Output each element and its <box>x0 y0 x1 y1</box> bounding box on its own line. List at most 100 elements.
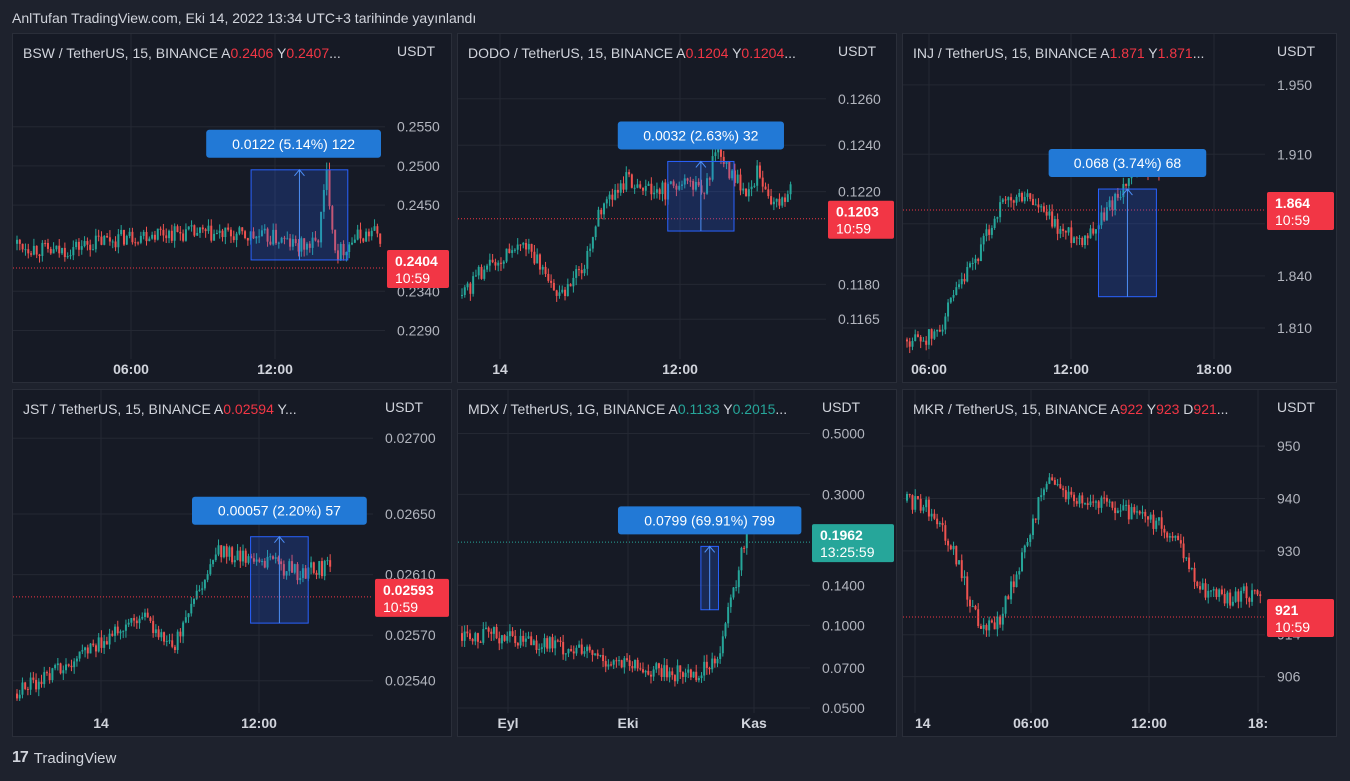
candle-body <box>1045 483 1048 490</box>
candle-body <box>143 612 146 617</box>
x-tick-label: 18: <box>1248 715 1268 731</box>
candle-body <box>525 242 528 250</box>
candle-body <box>328 169 331 207</box>
candle-body <box>692 671 695 678</box>
candle-body <box>781 197 784 206</box>
candle-body <box>282 564 285 576</box>
chart-title[interactable]: MDX / TetherUS, 1G, BINANCE A0.1133 Y0.2… <box>468 401 787 417</box>
candle-body <box>221 230 224 238</box>
candle-body <box>753 185 756 187</box>
chart-title[interactable]: BSW / TetherUS, 15, BINANCE A0.2406 Y0.2… <box>23 45 341 61</box>
candle-body <box>628 660 631 667</box>
low-value: 921 <box>1193 401 1217 417</box>
candle-body <box>1064 231 1067 233</box>
candle-body <box>1155 520 1158 529</box>
candle-body <box>979 244 982 262</box>
ellipsis: ... <box>784 45 796 61</box>
candle-body <box>228 547 231 557</box>
candle-body <box>1196 581 1199 587</box>
candle-body <box>286 238 289 240</box>
candle-body <box>48 673 51 681</box>
chart-title[interactable]: INJ / TetherUS, 15, BINANCE A1.871 Y1.87… <box>913 45 1204 61</box>
candle-body <box>239 550 242 562</box>
chart-panel-3[interactable]: 0.068 (3.74%) 681.8101.8401.8701.9101.95… <box>902 33 1337 383</box>
candle-body <box>1015 196 1018 203</box>
candle-body <box>44 242 47 244</box>
candle-body <box>209 564 212 575</box>
candle-body <box>187 613 190 618</box>
chart-panel-6[interactable]: 906914930940950USDT92110:591406:0012:001… <box>902 389 1337 737</box>
candle-body <box>669 181 672 184</box>
candle-body <box>325 169 328 190</box>
last-price-tag <box>1267 192 1334 230</box>
candle-body <box>195 590 198 599</box>
candle-body <box>117 234 120 248</box>
candle-body <box>966 267 969 282</box>
candle-body <box>675 185 678 190</box>
candle-body <box>277 557 280 562</box>
countdown-value: 10:59 <box>383 599 418 615</box>
x-tick-label: 06:00 <box>1013 715 1049 731</box>
candle-body <box>149 617 152 621</box>
candle-body <box>561 289 564 293</box>
candle-body <box>649 674 652 677</box>
candle-body <box>58 245 61 254</box>
measure-label: 0.00057 (2.20%) 57 <box>218 503 341 519</box>
candle-body <box>947 540 950 546</box>
chart-svg-2: 0.0032 (2.63%) 32 0.1165 0.1180 0.1220 0.124… <box>458 34 894 377</box>
candle-body <box>105 641 108 645</box>
candle-body <box>373 226 376 231</box>
candle-body <box>329 560 332 567</box>
high-label: Y <box>1144 45 1158 61</box>
candle-body <box>767 189 770 197</box>
chart-title[interactable]: MKR / TetherUS, 15, BINANCE A922 Y923 D9… <box>913 401 1228 417</box>
chart-panel-4[interactable]: 0.00057 (2.20%) 57 0.02540 0.02570 0.02610 0… <box>12 389 452 737</box>
x-tick-label: 12:00 <box>1131 715 1167 731</box>
candle-body <box>495 626 498 639</box>
candle-body <box>1259 594 1262 597</box>
candle-body <box>952 546 955 550</box>
candle-body <box>351 242 354 245</box>
candle-body <box>252 231 255 239</box>
chart-title[interactable]: DODO / TetherUS, 15, BINANCE A0.1204 Y0.… <box>468 45 796 61</box>
candle-body <box>985 229 988 236</box>
candle-body <box>503 635 506 641</box>
candle-body <box>556 640 559 642</box>
candle-body <box>630 174 633 188</box>
candle-body <box>201 588 204 590</box>
candle-body <box>187 226 190 230</box>
chart-panel-2[interactable]: 0.0032 (2.63%) 32 0.1165 0.1180 0.1220 0.124… <box>457 33 897 383</box>
chart-panel-5[interactable]: 0.0799 (69.91%) 799 0.0500 0.0700 0.1000 0.1… <box>457 389 897 737</box>
candle-body <box>522 635 525 642</box>
candle-body <box>700 675 703 679</box>
candle-body <box>636 659 639 669</box>
candle-body <box>572 277 575 287</box>
candle-body <box>519 635 522 646</box>
high-value: 923 <box>1156 401 1180 417</box>
x-tick-label: 12:00 <box>1053 361 1089 377</box>
candle-body <box>671 671 674 676</box>
candle-body <box>312 562 315 573</box>
candle-body <box>586 250 589 269</box>
candle-body <box>255 236 258 239</box>
candle-body <box>1179 540 1182 544</box>
candle-body <box>291 239 294 247</box>
x-tick-label: 12:00 <box>257 361 293 377</box>
candle-body <box>996 217 999 219</box>
candle-body <box>500 635 503 644</box>
candle-body <box>1127 178 1130 186</box>
candle-body <box>679 665 682 673</box>
candle-body <box>70 665 73 668</box>
candle-body <box>97 235 100 237</box>
last-price-value: 1.864 <box>1275 195 1310 211</box>
candle-body <box>379 233 382 244</box>
candle-body <box>756 165 759 186</box>
candle-body <box>1078 495 1081 504</box>
candle-body <box>84 647 87 651</box>
candle-body <box>955 546 958 565</box>
candle-body <box>1010 581 1013 600</box>
chart-title[interactable]: JST / TetherUS, 15, BINANCE A0.02594 Y..… <box>23 401 297 417</box>
candle-body <box>511 631 514 636</box>
candle-body <box>1229 592 1232 606</box>
chart-panel-1[interactable]: 0.0122 (5.14%) 122 0.2290 0.2340 0.2450 0.25… <box>12 33 452 383</box>
